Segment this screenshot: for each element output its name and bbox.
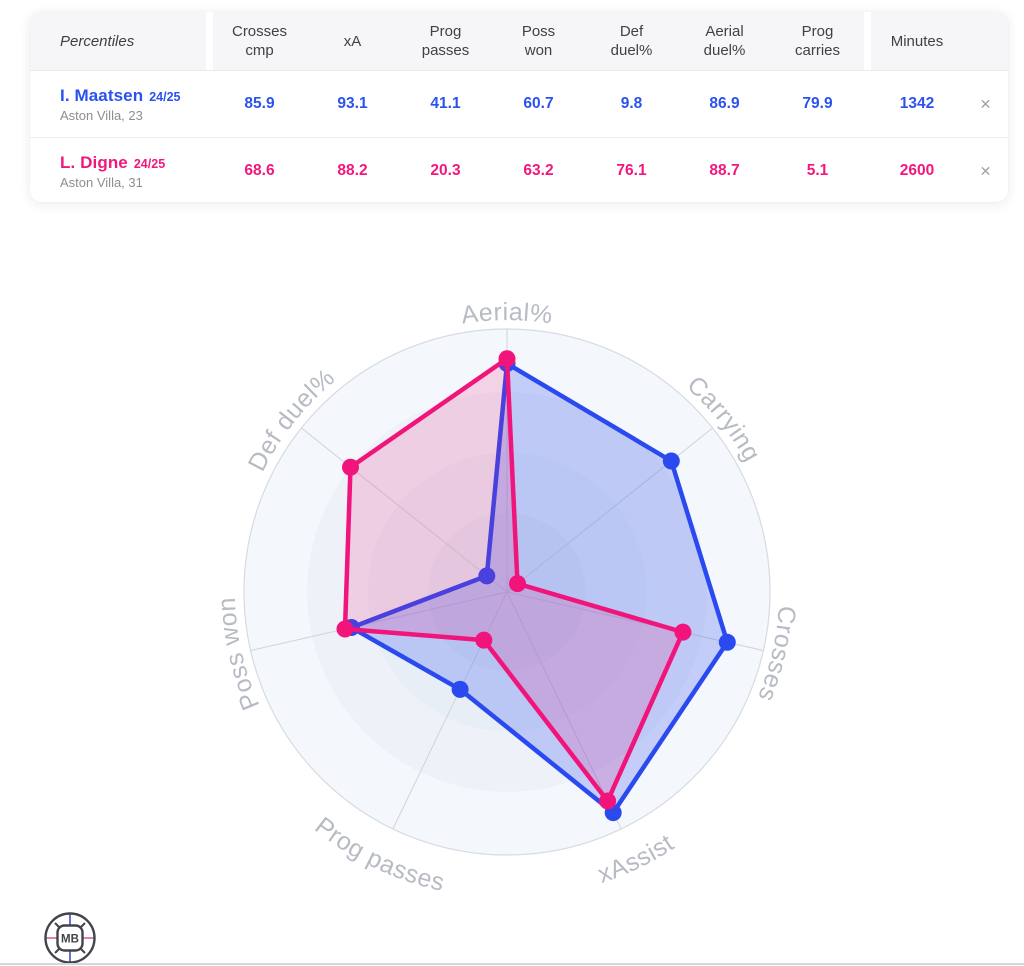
- minutes-column-header: Minutes: [890, 32, 944, 50]
- player-club-age: Aston Villa, 23: [60, 107, 143, 123]
- grid-spoke: [506, 427, 713, 593]
- axis-label-aerial-: Aerial%: [459, 298, 554, 330]
- bottom-edge: [0, 963, 1024, 965]
- stat-column-header: Def duel%: [610, 23, 653, 59]
- series-l-digne: [336, 350, 692, 810]
- data-point-prog-passes[interactable]: [475, 631, 493, 649]
- percentile-value: 63.2: [523, 162, 554, 179]
- data-point-prog-passes[interactable]: [451, 680, 469, 698]
- stat-column-header: xA: [343, 32, 362, 50]
- grid-spoke: [392, 591, 508, 830]
- row-end-group: 1342 ✕: [864, 95, 1008, 113]
- data-point-carrying[interactable]: [662, 452, 680, 470]
- percentile-value: 5.1: [806, 162, 829, 179]
- percentile-value: 20.3: [430, 162, 461, 179]
- header-percentiles-cell: Percentiles: [30, 12, 206, 70]
- stat-column-header: Crosses cmp: [231, 23, 287, 59]
- remove-player-button[interactable]: ✕: [979, 162, 992, 179]
- logo-circle: [44, 912, 96, 964]
- logo-text: MB: [61, 934, 79, 946]
- header-stat-columns: Crosses cmp xA Prog passes Poss won Def duel…: [213, 12, 864, 70]
- player-season: 24/25: [133, 156, 166, 171]
- percentile-value: 41.1: [430, 95, 461, 112]
- table-header: Percentiles Crosses cmp xA Prog passes Poss…: [30, 12, 1008, 71]
- player-name-link[interactable]: L. Digne: [60, 152, 128, 172]
- stat-column-header: Poss won: [521, 23, 556, 59]
- axis-label-xassist: xAssist: [594, 829, 679, 889]
- player-club-age: Aston Villa, 31: [60, 174, 143, 190]
- percentile-value: 85.9: [244, 95, 275, 112]
- mb-logo: MB: [44, 912, 96, 964]
- data-point-def-duel-[interactable]: [342, 458, 359, 476]
- stat-column-header: Prog passes: [421, 23, 470, 59]
- grid-spoke: [250, 591, 508, 652]
- percentile-value: 60.7: [523, 95, 554, 112]
- data-point-def-duel-[interactable]: [478, 567, 496, 585]
- data-point-aerial-[interactable]: [498, 350, 516, 368]
- player-season: 24/25: [149, 89, 181, 104]
- player-name-line: L. Digne 24/25: [60, 153, 213, 173]
- minutes-value: 2600: [899, 162, 935, 179]
- radar-grid: [243, 328, 771, 856]
- percentile-value: 93.1: [337, 95, 368, 112]
- data-point-xassist[interactable]: [599, 792, 617, 810]
- player-name-link[interactable]: I. Maatsen: [60, 85, 144, 105]
- data-point-poss-won[interactable]: [336, 620, 354, 638]
- row-end-group: 2600 ✕: [864, 162, 1008, 180]
- player-cell: L. Digne 24/25 Aston Villa, 31: [30, 153, 213, 190]
- data-point-carrying[interactable]: [509, 575, 526, 593]
- data-point-crosses[interactable]: [674, 623, 692, 641]
- player-name-line: I. Maatsen 24/25: [60, 86, 213, 106]
- logo-square: [56, 924, 84, 952]
- percentile-value: 86.9: [709, 95, 740, 112]
- axis-label-text: Aerial%: [459, 298, 553, 330]
- percentile-value: 68.6: [244, 162, 275, 179]
- percentile-value: 88.2: [337, 162, 368, 179]
- remove-player-button[interactable]: ✕: [979, 95, 992, 112]
- percentile-value: 76.1: [616, 162, 647, 179]
- grid-spoke: [506, 591, 622, 830]
- player-cell: I. Maatsen 24/25 Aston Villa, 23: [30, 86, 213, 123]
- stat-column-header: Prog carries: [794, 23, 840, 59]
- stat-column-header: Aerial duel%: [703, 23, 746, 59]
- percentile-value: 88.7: [709, 162, 740, 179]
- minutes-value: 1342: [899, 95, 935, 112]
- table-row: I. Maatsen 24/25 Aston Villa, 23 85.9 93.1 41…: [30, 71, 1008, 137]
- axis-label-text: xAssist: [594, 829, 678, 889]
- table-body: I. Maatsen 24/25 Aston Villa, 23 85.9 93.1 41…: [30, 71, 1008, 202]
- percentiles-label: Percentiles: [60, 32, 135, 50]
- percentile-value: 9.8: [620, 95, 643, 112]
- table-row: L. Digne 24/25 Aston Villa, 31 68.6 88.2 20.3…: [30, 137, 1008, 202]
- percentile-value: 79.9: [802, 95, 833, 112]
- data-point-crosses[interactable]: [718, 633, 736, 651]
- header-minutes-cell: Minutes: [871, 12, 1008, 70]
- grid-spoke: [301, 427, 508, 593]
- percentiles-table-card: Percentiles Crosses cmp xA Prog passes Poss…: [30, 12, 1008, 202]
